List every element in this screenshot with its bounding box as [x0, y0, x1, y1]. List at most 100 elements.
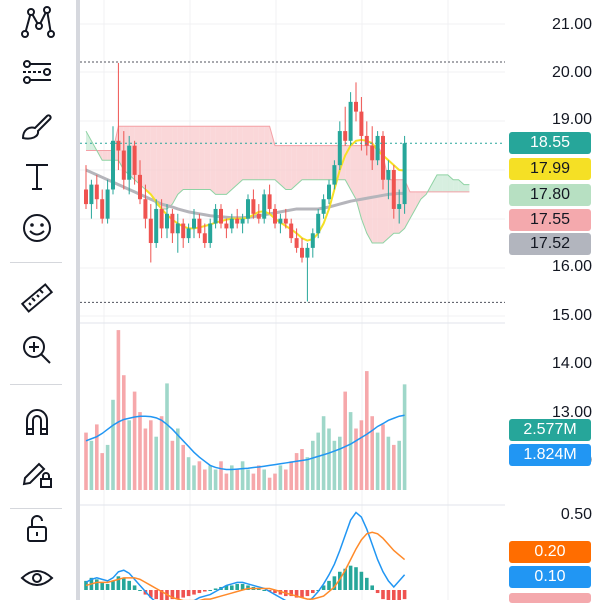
candle-body: [403, 143, 407, 204]
candle-body: [300, 248, 304, 258]
volume-bar: [154, 437, 158, 490]
cloud-segment: [232, 126, 237, 189]
magnet-button[interactable]: [12, 400, 62, 444]
candle-body: [160, 209, 164, 228]
candle-body: [376, 136, 380, 160]
volume-bar: [246, 470, 250, 491]
volume-bar: [181, 445, 185, 490]
volume-bar: [392, 445, 396, 490]
candle-body: [203, 233, 207, 243]
macd-histogram-bar: [106, 584, 110, 590]
candle-body: [176, 224, 180, 234]
macd-histogram-bar: [208, 590, 212, 591]
volume-bar: [203, 470, 207, 491]
volume-bar: [376, 433, 380, 490]
candle-body: [349, 102, 353, 141]
volume-bar: [241, 461, 245, 490]
cloud-segment: [86, 131, 91, 150]
volume-bar: [235, 470, 239, 491]
cloud-segment: [199, 126, 204, 189]
lock-drawing-button[interactable]: [12, 450, 62, 494]
brush-button[interactable]: [12, 104, 62, 148]
candle-body: [311, 233, 315, 248]
macd-histogram-bar: [198, 590, 202, 593]
text-tool-button[interactable]: [12, 154, 62, 198]
cloud-segment: [464, 185, 469, 192]
chart-area[interactable]: 21.00 20.00 19.00 16.00 15.00 14.00 13.0…: [80, 0, 600, 600]
candle-body: [214, 209, 218, 224]
signal-tag: 0.20: [509, 541, 591, 563]
candle-body: [322, 199, 326, 214]
cloud-segment: [156, 126, 161, 209]
cloud-segment: [302, 146, 307, 180]
emoji-icon: [19, 210, 55, 246]
candle-body: [84, 189, 88, 204]
macd-histogram-bar: [187, 590, 191, 596]
macd-histogram-bar: [349, 566, 353, 590]
volume-bar: [403, 384, 407, 490]
ruler-button[interactable]: [12, 276, 62, 320]
macd-histogram-bar: [100, 582, 104, 590]
candle-body: [100, 199, 104, 218]
macd-histogram-bar: [111, 581, 115, 590]
candle-body: [386, 170, 390, 180]
eye-button[interactable]: [12, 556, 62, 600]
pattern-tool-button[interactable]: [12, 0, 62, 44]
candle-body: [116, 141, 120, 151]
volume-bar: [343, 392, 347, 490]
candle-body: [111, 141, 115, 190]
macd-histogram-bar: [403, 590, 407, 599]
cloud-segment: [253, 126, 258, 180]
candle-body: [154, 209, 158, 243]
macd-histogram-bar: [262, 590, 266, 591]
unlock-button[interactable]: [12, 506, 62, 550]
last-price-tag: 18.55: [509, 132, 591, 154]
candle-body: [289, 224, 293, 239]
macd-histogram-bar: [392, 590, 396, 600]
volume-bar: [100, 453, 104, 490]
ruler-icon: [19, 280, 55, 316]
volume-bar: [333, 441, 337, 490]
candle-body: [197, 219, 201, 234]
volume-bar: [306, 457, 310, 490]
candle-body: [316, 214, 320, 233]
volume-bar: [198, 461, 202, 490]
volume-bar: [127, 420, 131, 490]
cloud-segment: [442, 175, 447, 192]
macd-histogram-bar: [300, 590, 304, 598]
macd-histogram-bar: [154, 590, 158, 599]
candle-body: [295, 238, 299, 248]
price-label: 19.00: [522, 111, 592, 129]
cloud-segment: [264, 126, 269, 180]
macd-histogram-bar: [127, 581, 131, 590]
candle-body: [235, 219, 239, 224]
cloud-segment: [313, 146, 318, 180]
macd-label: 0.50: [522, 506, 592, 524]
volume-bar: [219, 461, 223, 490]
volume-bar: [257, 465, 261, 490]
volume-bar: [381, 424, 385, 490]
emoji-button[interactable]: [12, 206, 62, 250]
candle-body: [365, 136, 369, 146]
price-label: 16.00: [522, 258, 592, 276]
macd-histogram-bar: [122, 578, 126, 590]
volume-bar: [106, 445, 110, 490]
macd-histogram-bar: [192, 590, 196, 595]
cloud-segment: [259, 126, 264, 180]
volume-bar: [176, 429, 180, 491]
macd-histogram-bar: [138, 590, 142, 591]
volume-bar: [354, 429, 358, 491]
macd-histogram-bar: [95, 579, 99, 590]
macd-histogram-bar: [181, 590, 185, 598]
ma-yellow-tag: 17.99: [509, 158, 591, 180]
candle-body: [149, 219, 153, 243]
candle-body: [181, 224, 185, 239]
zoom-in-button[interactable]: [12, 328, 62, 372]
candle-body: [106, 189, 110, 218]
fib-retracement-button[interactable]: [12, 50, 62, 94]
cloud-segment: [102, 151, 107, 161]
volume-bar: [214, 470, 218, 491]
volume-bar: [365, 371, 369, 490]
candle-body: [278, 219, 282, 224]
candle-body: [359, 112, 363, 136]
